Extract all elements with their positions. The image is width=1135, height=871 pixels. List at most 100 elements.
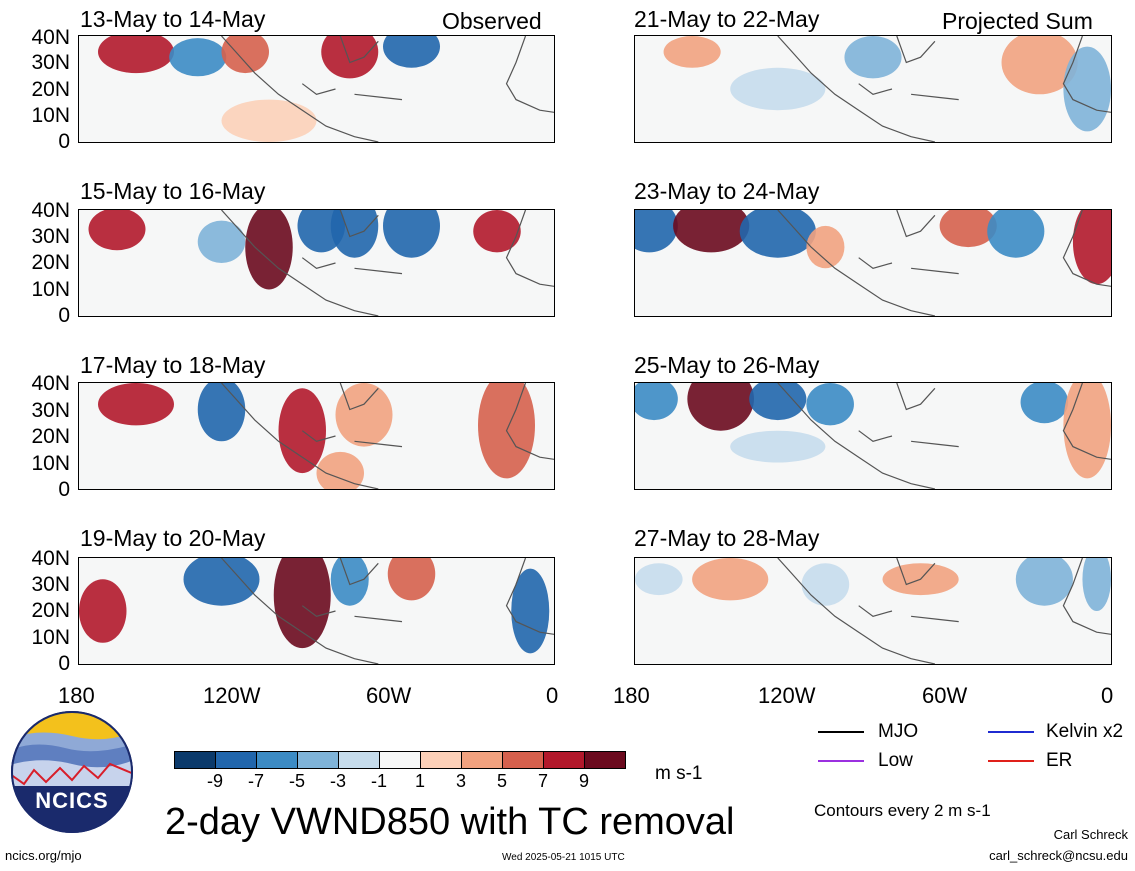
map-panel-6 bbox=[634, 209, 1112, 317]
colorbar-swatch bbox=[338, 751, 380, 769]
map-field bbox=[663, 36, 1111, 142]
lat-label: 40N bbox=[31, 199, 70, 222]
anomaly-region bbox=[635, 210, 678, 253]
lon-label: 120W bbox=[758, 683, 816, 708]
anomaly-region bbox=[79, 579, 127, 643]
lat-label: 10N bbox=[31, 104, 70, 127]
anomaly-region bbox=[383, 36, 440, 68]
legend-line-kelvin bbox=[988, 731, 1034, 733]
anomaly-region bbox=[939, 210, 997, 248]
legend-label-mjo: MJO bbox=[878, 721, 919, 742]
panel-title-7: 25-May to 26-May bbox=[634, 352, 820, 378]
anomaly-region bbox=[806, 383, 854, 426]
coastline bbox=[221, 36, 554, 142]
anomaly-region bbox=[316, 451, 364, 489]
anomaly-region bbox=[221, 99, 317, 142]
map-panel-2 bbox=[78, 209, 555, 317]
anomaly-region bbox=[1063, 46, 1111, 132]
anomaly-region bbox=[330, 210, 379, 258]
lon-label: 0 bbox=[546, 683, 559, 708]
anomaly-region bbox=[635, 563, 683, 596]
anomaly-region bbox=[987, 210, 1045, 258]
lat-label: 30N bbox=[31, 573, 70, 596]
colorbar-swatch bbox=[502, 751, 544, 769]
anomaly-region bbox=[1020, 383, 1069, 424]
colorbar-swatch bbox=[256, 751, 298, 769]
legend-line-er bbox=[988, 760, 1034, 762]
map-field bbox=[79, 558, 554, 664]
anomaly-region bbox=[739, 210, 816, 258]
map-field bbox=[98, 383, 554, 489]
colorbar-tick-label: -3 bbox=[329, 771, 346, 791]
lat-label: 0 bbox=[58, 130, 70, 153]
coastline bbox=[777, 558, 1111, 664]
colorbar-swatch bbox=[543, 751, 585, 769]
anomaly-region bbox=[88, 210, 146, 251]
map-panel-3 bbox=[78, 382, 555, 490]
legend-line-low bbox=[818, 760, 864, 762]
anomaly-region bbox=[335, 383, 393, 447]
anomaly-region bbox=[278, 388, 326, 474]
figure-title: 2-day VWND850 with TC removal bbox=[165, 801, 735, 843]
lon-label: 180 bbox=[613, 683, 650, 708]
map-field bbox=[635, 210, 1111, 316]
lat-label: 0 bbox=[58, 304, 70, 327]
colorbar-swatch bbox=[379, 751, 421, 769]
colorbar-tick-label: -9 bbox=[206, 771, 223, 791]
lon-label: 60W bbox=[366, 683, 412, 708]
lat-label: 30N bbox=[31, 51, 70, 74]
map-panel-4 bbox=[78, 557, 555, 665]
panel-title-2: 15-May to 16-May bbox=[80, 178, 266, 204]
lon-label: 120W bbox=[203, 683, 261, 708]
colorbar-tick-label: 3 bbox=[455, 771, 466, 791]
lat-label: 30N bbox=[31, 399, 70, 422]
map-panel-7 bbox=[634, 382, 1112, 490]
panel-title-1: 13-May to 14-May bbox=[80, 6, 266, 32]
lat-label: 0 bbox=[58, 478, 70, 501]
lon-label: 180 bbox=[58, 683, 95, 708]
lon-label: 0 bbox=[1101, 683, 1114, 708]
anomaly-region bbox=[1015, 558, 1073, 606]
anomaly-region bbox=[692, 558, 769, 601]
panel-title-5: 21-May to 22-May bbox=[634, 6, 820, 32]
anomaly-region bbox=[98, 36, 174, 74]
lat-label: 20N bbox=[31, 599, 70, 622]
panel-tag-projected: Projected Sum bbox=[942, 8, 1093, 34]
map-field bbox=[88, 210, 554, 316]
lat-label: 10N bbox=[31, 278, 70, 301]
anomaly-region bbox=[1072, 210, 1111, 285]
legend-label-kelvin: Kelvin x2 bbox=[1046, 721, 1124, 742]
colorbar-swatch bbox=[215, 751, 257, 769]
ncics-logo: NCICS bbox=[10, 710, 134, 834]
anomaly-region bbox=[98, 383, 174, 426]
panel-title-8: 27-May to 28-May bbox=[634, 525, 820, 551]
anomaly-region bbox=[844, 36, 902, 79]
anomaly-region bbox=[197, 220, 246, 263]
anomaly-region bbox=[473, 210, 521, 253]
lat-label: 20N bbox=[31, 251, 70, 274]
lat-label: 0 bbox=[58, 652, 70, 675]
contour-note: Contours every 2 m s-1 bbox=[814, 801, 991, 820]
footer-timestamp: Wed 2025-05-21 1015 UTC bbox=[502, 852, 625, 863]
colorbar-swatch bbox=[420, 751, 462, 769]
anomaly-region bbox=[245, 210, 293, 290]
footer-author: Carl Schreck bbox=[1053, 827, 1128, 842]
legend-label-er: ER bbox=[1046, 750, 1073, 771]
colorbar-tick-label: -5 bbox=[288, 771, 305, 791]
logo-text: NCICS bbox=[35, 788, 109, 813]
lon-label: 60W bbox=[922, 683, 968, 708]
colorbar-swatch bbox=[174, 751, 216, 769]
anomaly-region bbox=[687, 383, 754, 431]
anomaly-region bbox=[221, 36, 269, 74]
anomaly-region bbox=[321, 36, 379, 79]
colorbar-tick-label: 5 bbox=[496, 771, 507, 791]
lat-label: 10N bbox=[31, 626, 70, 649]
coastline bbox=[221, 558, 554, 664]
colorbar-units: m s-1 bbox=[655, 763, 703, 784]
map-field bbox=[98, 36, 554, 142]
coastline bbox=[221, 383, 554, 489]
colorbar-swatch bbox=[461, 751, 503, 769]
anomaly-region bbox=[273, 558, 331, 649]
lat-label: 40N bbox=[31, 547, 70, 570]
lat-label: 20N bbox=[31, 78, 70, 101]
